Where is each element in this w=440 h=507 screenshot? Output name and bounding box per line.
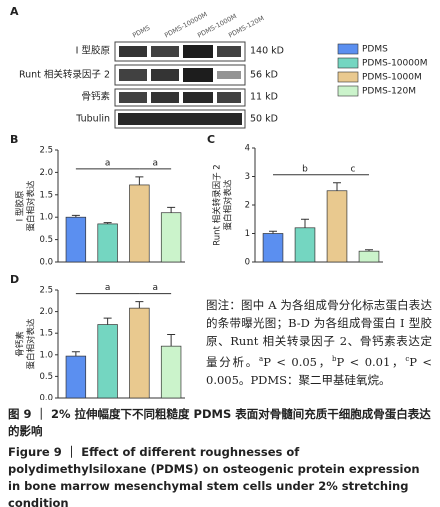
- error-bar: [167, 333, 176, 347]
- y-tick-label: 4: [245, 144, 250, 154]
- y-tick-label: 1.5: [39, 190, 53, 200]
- y-tick-label: 2.5: [39, 286, 53, 296]
- y-tick-label: 1: [245, 229, 250, 239]
- y-axis-label: 蛋白相对表达: [26, 180, 37, 232]
- significance-label: b: [302, 164, 308, 174]
- bar: [358, 250, 380, 263]
- y-tick-label: 0.5: [39, 372, 53, 382]
- y-axis-label: Ⅰ 型胶原: [15, 191, 26, 222]
- panel-label: A: [10, 5, 19, 18]
- blot-row-label: Tubulin: [75, 114, 110, 125]
- blot-row-label: 骨钙素: [81, 91, 110, 103]
- bar: [65, 355, 87, 399]
- error-bar: [135, 301, 144, 309]
- blot-size-label: 140 kD: [250, 46, 284, 57]
- bar: [65, 216, 87, 263]
- note-mark: a: [259, 355, 264, 363]
- y-tick-label: 1.5: [39, 329, 53, 339]
- significance-label: a: [105, 158, 111, 168]
- bar: [97, 223, 118, 263]
- note-text: P < 0.05，: [263, 354, 333, 369]
- blot-size-label: 56 kD: [250, 70, 278, 81]
- error-bar: [167, 206, 176, 213]
- error-bar: [269, 230, 277, 234]
- legend-label: PDMS-120M: [362, 87, 416, 97]
- bar: [129, 184, 150, 263]
- caption-label: 图 9 ｜: [8, 407, 48, 421]
- legend-swatch: [337, 85, 359, 97]
- blot-size-label: 50 kD: [250, 114, 278, 125]
- note-mark: b: [332, 355, 337, 363]
- y-tick-label: 3: [245, 172, 250, 182]
- chart-area: A PDMS PDMS-10000M PDMS-1000M PDMS-120M Ⅰ 型胶…: [10, 5, 427, 401]
- y-axis-label: 蛋白相对表达: [223, 179, 234, 231]
- bar: [97, 324, 118, 399]
- legend-swatch: [337, 57, 359, 69]
- y-tick-label: 0.0: [39, 394, 53, 401]
- note-text: P < 0.01，: [336, 354, 406, 369]
- y-tick-label: 2.5: [39, 146, 53, 156]
- significance-label: c: [351, 164, 356, 174]
- error-bar: [71, 351, 80, 357]
- blot-row-label: Ⅰ 型胶原: [76, 45, 110, 57]
- bar: [129, 307, 150, 399]
- error-bar: [103, 222, 112, 224]
- y-axis-label: 骨钙素: [15, 331, 26, 357]
- caption-text: 2% 拉伸幅度下不同粗糙度 PDMS 表面对骨髓间充质干细胞成骨蛋白表达的影响: [8, 407, 431, 438]
- y-tick-label: 0: [245, 258, 250, 268]
- error-bar: [365, 249, 373, 252]
- note-text: 图注：图中 A 为各组成骨分化标志蛋白表达的条带曝光图；B-D 为各组成骨蛋白 …: [206, 298, 432, 369]
- y-tick-label: 1.0: [39, 213, 53, 223]
- y-axis-label: Runt 相关转录因子 2: [212, 164, 223, 245]
- bar: [326, 190, 348, 263]
- y-tick-label: 0.5: [39, 235, 53, 245]
- figure-note: 图注：图中 A 为各组成骨分化标志蛋白表达的条带曝光图；B-D 为各组成骨蛋白 …: [206, 296, 432, 389]
- bar: [160, 212, 182, 263]
- legend-swatch: [337, 43, 359, 55]
- error-bar: [103, 317, 112, 325]
- blot-row-label: Runt 相关转录因子 2: [19, 69, 110, 81]
- error-bar: [71, 214, 80, 218]
- y-tick-label: 2: [245, 201, 250, 211]
- y-axis-label: 蛋白相对表达: [26, 318, 37, 370]
- error-bar: [135, 176, 144, 185]
- legend-label: PDMS-1000M: [362, 73, 422, 83]
- legend-label: PDMS-10000M: [362, 59, 427, 69]
- bar: [262, 233, 284, 263]
- legend-label: PDMS: [362, 45, 388, 55]
- note-text: PDMS：聚二甲基硅氧烷。: [250, 372, 391, 387]
- significance-label: a: [105, 283, 111, 293]
- significance-label: a: [152, 158, 158, 168]
- blot: [114, 41, 246, 129]
- bar: [294, 227, 316, 263]
- note-mark: c: [405, 355, 410, 363]
- y-tick-label: 2.0: [39, 168, 53, 178]
- caption-text: Effect of different roughnesses of polyd…: [8, 445, 420, 507]
- caption-label: Figure 9 ｜: [8, 445, 78, 459]
- error-bar: [333, 182, 341, 191]
- panel-label: B: [10, 133, 18, 146]
- bar: [160, 345, 182, 399]
- y-tick-label: 0.0: [39, 258, 53, 268]
- panel-label: D: [10, 273, 19, 286]
- note-text: P < 0.005。: [206, 354, 433, 387]
- legend-swatch: [337, 71, 359, 83]
- y-tick-label: 2.0: [39, 307, 53, 317]
- error-bar: [301, 218, 309, 228]
- significance-label: a: [152, 283, 158, 293]
- blot-size-label: 11 kD: [250, 92, 278, 103]
- lane-label: PDMS: [131, 24, 151, 40]
- figure-caption: 图 9 ｜ 2% 拉伸幅度下不同粗糙度 PDMS 表面对骨髓间充质干细胞成骨蛋白…: [8, 406, 434, 507]
- y-tick-label: 1.0: [39, 350, 53, 360]
- panel-label: C: [207, 133, 215, 146]
